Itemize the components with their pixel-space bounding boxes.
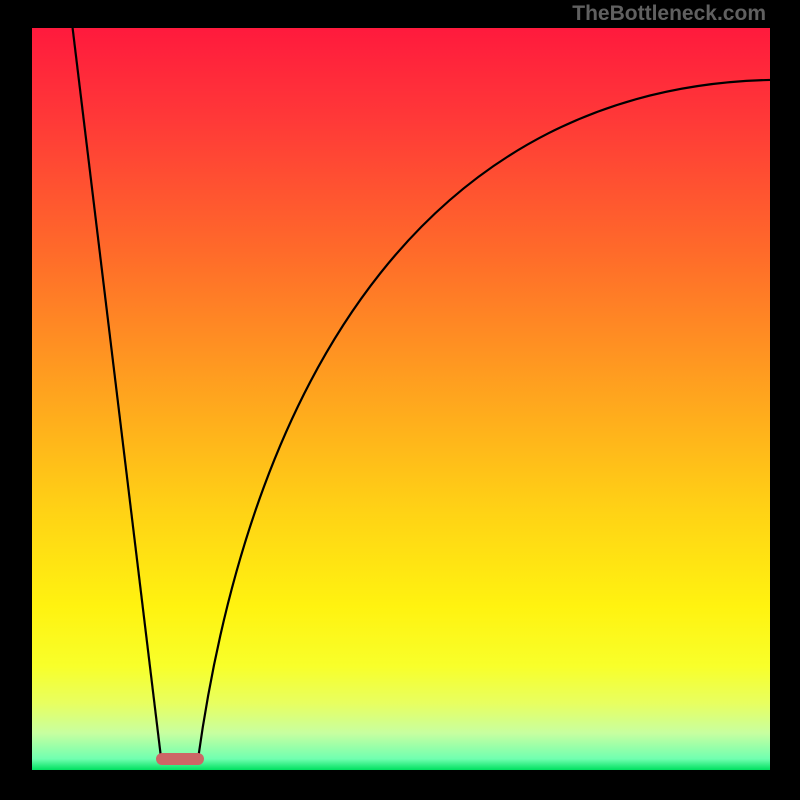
bottleneck-curve xyxy=(32,28,770,770)
plot-area xyxy=(32,28,770,770)
curve-left-branch xyxy=(73,28,162,759)
watermark-text: TheBottleneck.com xyxy=(572,2,766,26)
curve-right-branch xyxy=(198,80,770,759)
figure-root: TheBottleneck.com xyxy=(0,0,800,800)
optimal-point-marker xyxy=(156,753,204,765)
